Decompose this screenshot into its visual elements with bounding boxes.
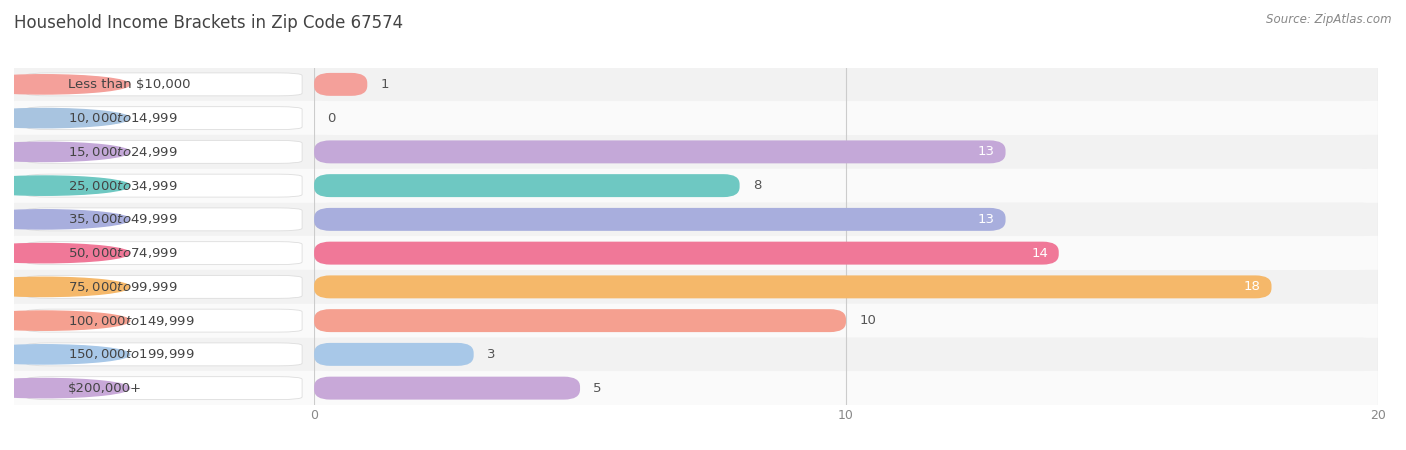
Circle shape <box>0 75 129 94</box>
Circle shape <box>0 345 129 364</box>
FancyBboxPatch shape <box>314 140 1005 163</box>
FancyBboxPatch shape <box>314 135 1378 169</box>
FancyBboxPatch shape <box>314 68 1378 101</box>
Circle shape <box>0 142 129 162</box>
Circle shape <box>0 108 129 128</box>
Circle shape <box>0 210 129 229</box>
FancyBboxPatch shape <box>314 309 846 332</box>
Bar <box>314 135 1378 169</box>
FancyBboxPatch shape <box>314 101 1378 135</box>
FancyBboxPatch shape <box>314 208 1005 231</box>
FancyBboxPatch shape <box>27 309 302 332</box>
FancyBboxPatch shape <box>314 304 1378 338</box>
FancyBboxPatch shape <box>314 343 474 366</box>
Text: 18: 18 <box>1244 280 1261 293</box>
FancyBboxPatch shape <box>27 275 302 298</box>
FancyBboxPatch shape <box>27 140 302 163</box>
FancyBboxPatch shape <box>314 377 581 400</box>
FancyBboxPatch shape <box>314 236 1378 270</box>
Bar <box>14 338 314 371</box>
FancyBboxPatch shape <box>27 107 302 130</box>
FancyBboxPatch shape <box>314 174 740 197</box>
Text: 10: 10 <box>859 314 876 327</box>
FancyBboxPatch shape <box>314 371 1378 405</box>
Text: 5: 5 <box>593 382 602 395</box>
Bar <box>14 169 314 202</box>
FancyBboxPatch shape <box>314 169 1378 202</box>
FancyBboxPatch shape <box>27 208 302 231</box>
Bar <box>314 236 1378 270</box>
Circle shape <box>0 277 129 297</box>
Text: Less than $10,000: Less than $10,000 <box>67 78 191 91</box>
FancyBboxPatch shape <box>314 202 1378 236</box>
Text: 13: 13 <box>979 213 995 226</box>
Text: $10,000 to $14,999: $10,000 to $14,999 <box>67 111 177 125</box>
Bar <box>314 101 1378 135</box>
FancyBboxPatch shape <box>27 377 302 400</box>
FancyBboxPatch shape <box>314 338 1378 371</box>
Text: 8: 8 <box>752 179 761 192</box>
Bar <box>314 202 1378 236</box>
Text: $150,000 to $199,999: $150,000 to $199,999 <box>67 347 194 361</box>
Circle shape <box>0 378 129 398</box>
Bar <box>314 169 1378 202</box>
FancyBboxPatch shape <box>314 275 1271 298</box>
Bar <box>14 236 314 270</box>
Bar <box>314 338 1378 371</box>
Bar <box>14 68 314 101</box>
Bar <box>14 270 314 304</box>
Bar <box>14 202 314 236</box>
Text: 1: 1 <box>381 78 389 91</box>
FancyBboxPatch shape <box>27 343 302 366</box>
Bar <box>314 304 1378 338</box>
Bar <box>314 371 1378 405</box>
Text: $50,000 to $74,999: $50,000 to $74,999 <box>67 246 177 260</box>
Bar <box>314 270 1378 304</box>
Text: $100,000 to $149,999: $100,000 to $149,999 <box>67 314 194 328</box>
Text: 13: 13 <box>979 145 995 158</box>
Circle shape <box>0 243 129 263</box>
Text: 0: 0 <box>328 112 336 125</box>
FancyBboxPatch shape <box>314 270 1378 304</box>
Bar <box>314 68 1378 101</box>
Circle shape <box>0 176 129 195</box>
Bar <box>14 371 314 405</box>
Text: $25,000 to $34,999: $25,000 to $34,999 <box>67 179 177 193</box>
Text: $15,000 to $24,999: $15,000 to $24,999 <box>67 145 177 159</box>
Text: Source: ZipAtlas.com: Source: ZipAtlas.com <box>1267 14 1392 27</box>
FancyBboxPatch shape <box>27 242 302 265</box>
FancyBboxPatch shape <box>314 73 367 96</box>
Text: $75,000 to $99,999: $75,000 to $99,999 <box>67 280 177 294</box>
FancyBboxPatch shape <box>27 73 302 96</box>
FancyBboxPatch shape <box>27 174 302 197</box>
Circle shape <box>0 311 129 330</box>
Text: 3: 3 <box>486 348 495 361</box>
FancyBboxPatch shape <box>314 242 1059 265</box>
Text: $35,000 to $49,999: $35,000 to $49,999 <box>67 212 177 226</box>
Bar <box>14 135 314 169</box>
Text: $200,000+: $200,000+ <box>67 382 142 395</box>
Bar <box>14 304 314 338</box>
Text: 14: 14 <box>1031 247 1047 260</box>
Text: Household Income Brackets in Zip Code 67574: Household Income Brackets in Zip Code 67… <box>14 14 404 32</box>
Bar <box>14 101 314 135</box>
